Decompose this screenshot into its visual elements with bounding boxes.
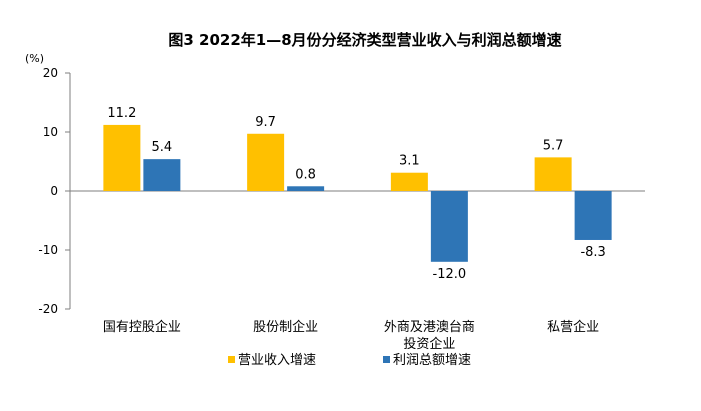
data-label: 5.4: [152, 140, 173, 155]
bar-profit: [287, 186, 325, 191]
category-label: 国有控股企业: [103, 319, 181, 335]
bar-revenue: [390, 172, 428, 191]
data-label: 0.8: [295, 167, 316, 182]
data-label: 9.7: [255, 115, 276, 130]
bar-profit: [430, 191, 468, 262]
data-label: -12.0: [433, 267, 467, 282]
y-tick-label: -10: [38, 243, 58, 257]
legend: 营业收入增速 利润总额增速: [228, 353, 471, 368]
y-tick-label: 0: [50, 184, 58, 198]
bars: [103, 124, 612, 262]
bar-revenue: [534, 157, 572, 191]
data-label: 11.2: [107, 106, 136, 121]
category-label: 股份制企业: [253, 319, 318, 335]
bar-profit: [143, 159, 181, 191]
legend-label: 营业收入增速: [238, 353, 316, 368]
bar-revenue: [247, 133, 285, 191]
data-label: 5.7: [543, 138, 564, 153]
bar-profit: [574, 191, 612, 240]
y-tick-label: -20: [38, 302, 58, 316]
data-label: 3.1: [399, 154, 420, 169]
legend-label: 利润总额增速: [393, 353, 471, 368]
y-tick-label: 20: [43, 66, 58, 80]
category-label: 外商及港澳台商: [384, 319, 475, 335]
category-label: 投资企业: [403, 336, 455, 352]
legend-swatch: [228, 356, 235, 363]
bar-revenue: [103, 124, 141, 191]
y-tick-label: 10: [43, 125, 58, 139]
legend-swatch: [383, 356, 390, 363]
data-labels: 11.2 9.7 3.1 5.7 5.4 0.8 -12.0 -8.3: [107, 106, 605, 282]
data-label: -8.3: [580, 245, 605, 260]
y-axis-unit: (%): [25, 52, 44, 65]
category-label: 私营企业: [547, 319, 599, 335]
chart-title: 图3 2022年1—8月份分经济类型营业收入与利润总额增速: [168, 31, 561, 49]
